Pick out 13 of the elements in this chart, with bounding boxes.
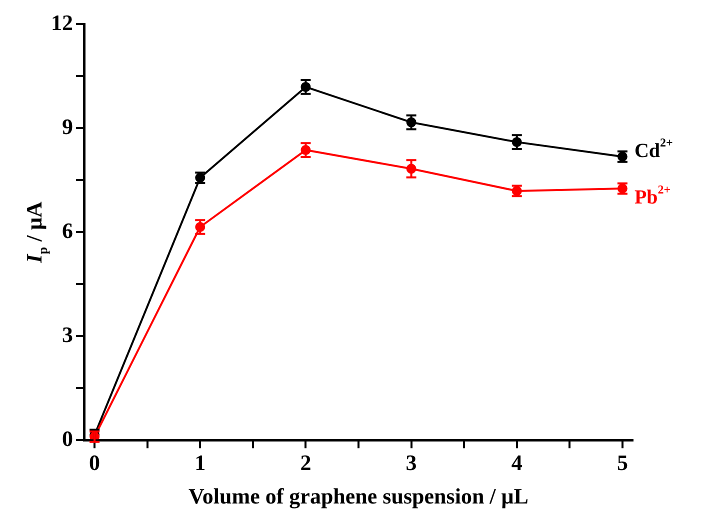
y-tick-label: 9	[62, 114, 73, 139]
y-tick-label: 0	[62, 426, 73, 451]
y-tick-label: 6	[62, 218, 73, 243]
y-tick-label: 12	[51, 10, 73, 35]
x-tick-label: 2	[300, 450, 312, 476]
x-tick-label: 1	[194, 450, 206, 476]
x-tick-label: 0	[89, 450, 100, 476]
x-tick-label: 3	[406, 450, 417, 476]
x-tick-label: 4	[511, 450, 522, 476]
y-axis-title: Ip / μA	[22, 201, 50, 264]
x-axis-title: Volume of graphene suspension / μL	[188, 483, 528, 508]
y-tick-label: 3	[62, 322, 73, 347]
x-tick-label: 5	[616, 450, 628, 476]
